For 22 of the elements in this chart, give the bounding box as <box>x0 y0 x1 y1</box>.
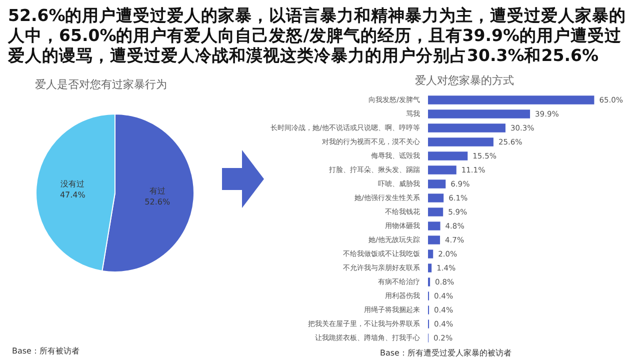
bar <box>428 138 494 146</box>
text: Base：所有被访者 <box>12 346 80 356</box>
bar <box>428 236 440 244</box>
bar <box>428 208 444 216</box>
bar <box>428 250 434 258</box>
bar <box>428 96 594 104</box>
slice-label: 有过 <box>149 186 166 196</box>
bar <box>428 152 468 160</box>
slice-label: 没有过 <box>60 180 85 189</box>
bar <box>428 180 446 188</box>
bar <box>428 264 432 272</box>
data-label: 47.4% <box>60 190 86 200</box>
bar <box>428 222 440 230</box>
data-label: 52.6% <box>144 197 170 206</box>
text: 52.6%的用户遭受过爱人的家暴，以语言暴力和精神暴力为主，遭受过爱人家暴的人中，65.0%的用户有爱人向自己发怒/发脾气的经历，且有39.9%的用户遭受过爱人的谩骂，遭受过爱人冷战和漠视这类冷暴力的用户分别占30.3%和25.6% <box>8 6 628 66</box>
chart-title: 爱人是否对您有过家暴行为 <box>35 78 167 91</box>
text: Base：所有遭受过爱人家暴的被访者 <box>380 348 512 358</box>
bar <box>428 194 444 202</box>
bar <box>428 110 530 118</box>
chart-title: 爱人对您家暴的方式 <box>415 74 514 87</box>
bar <box>428 166 456 174</box>
bar <box>428 124 506 132</box>
